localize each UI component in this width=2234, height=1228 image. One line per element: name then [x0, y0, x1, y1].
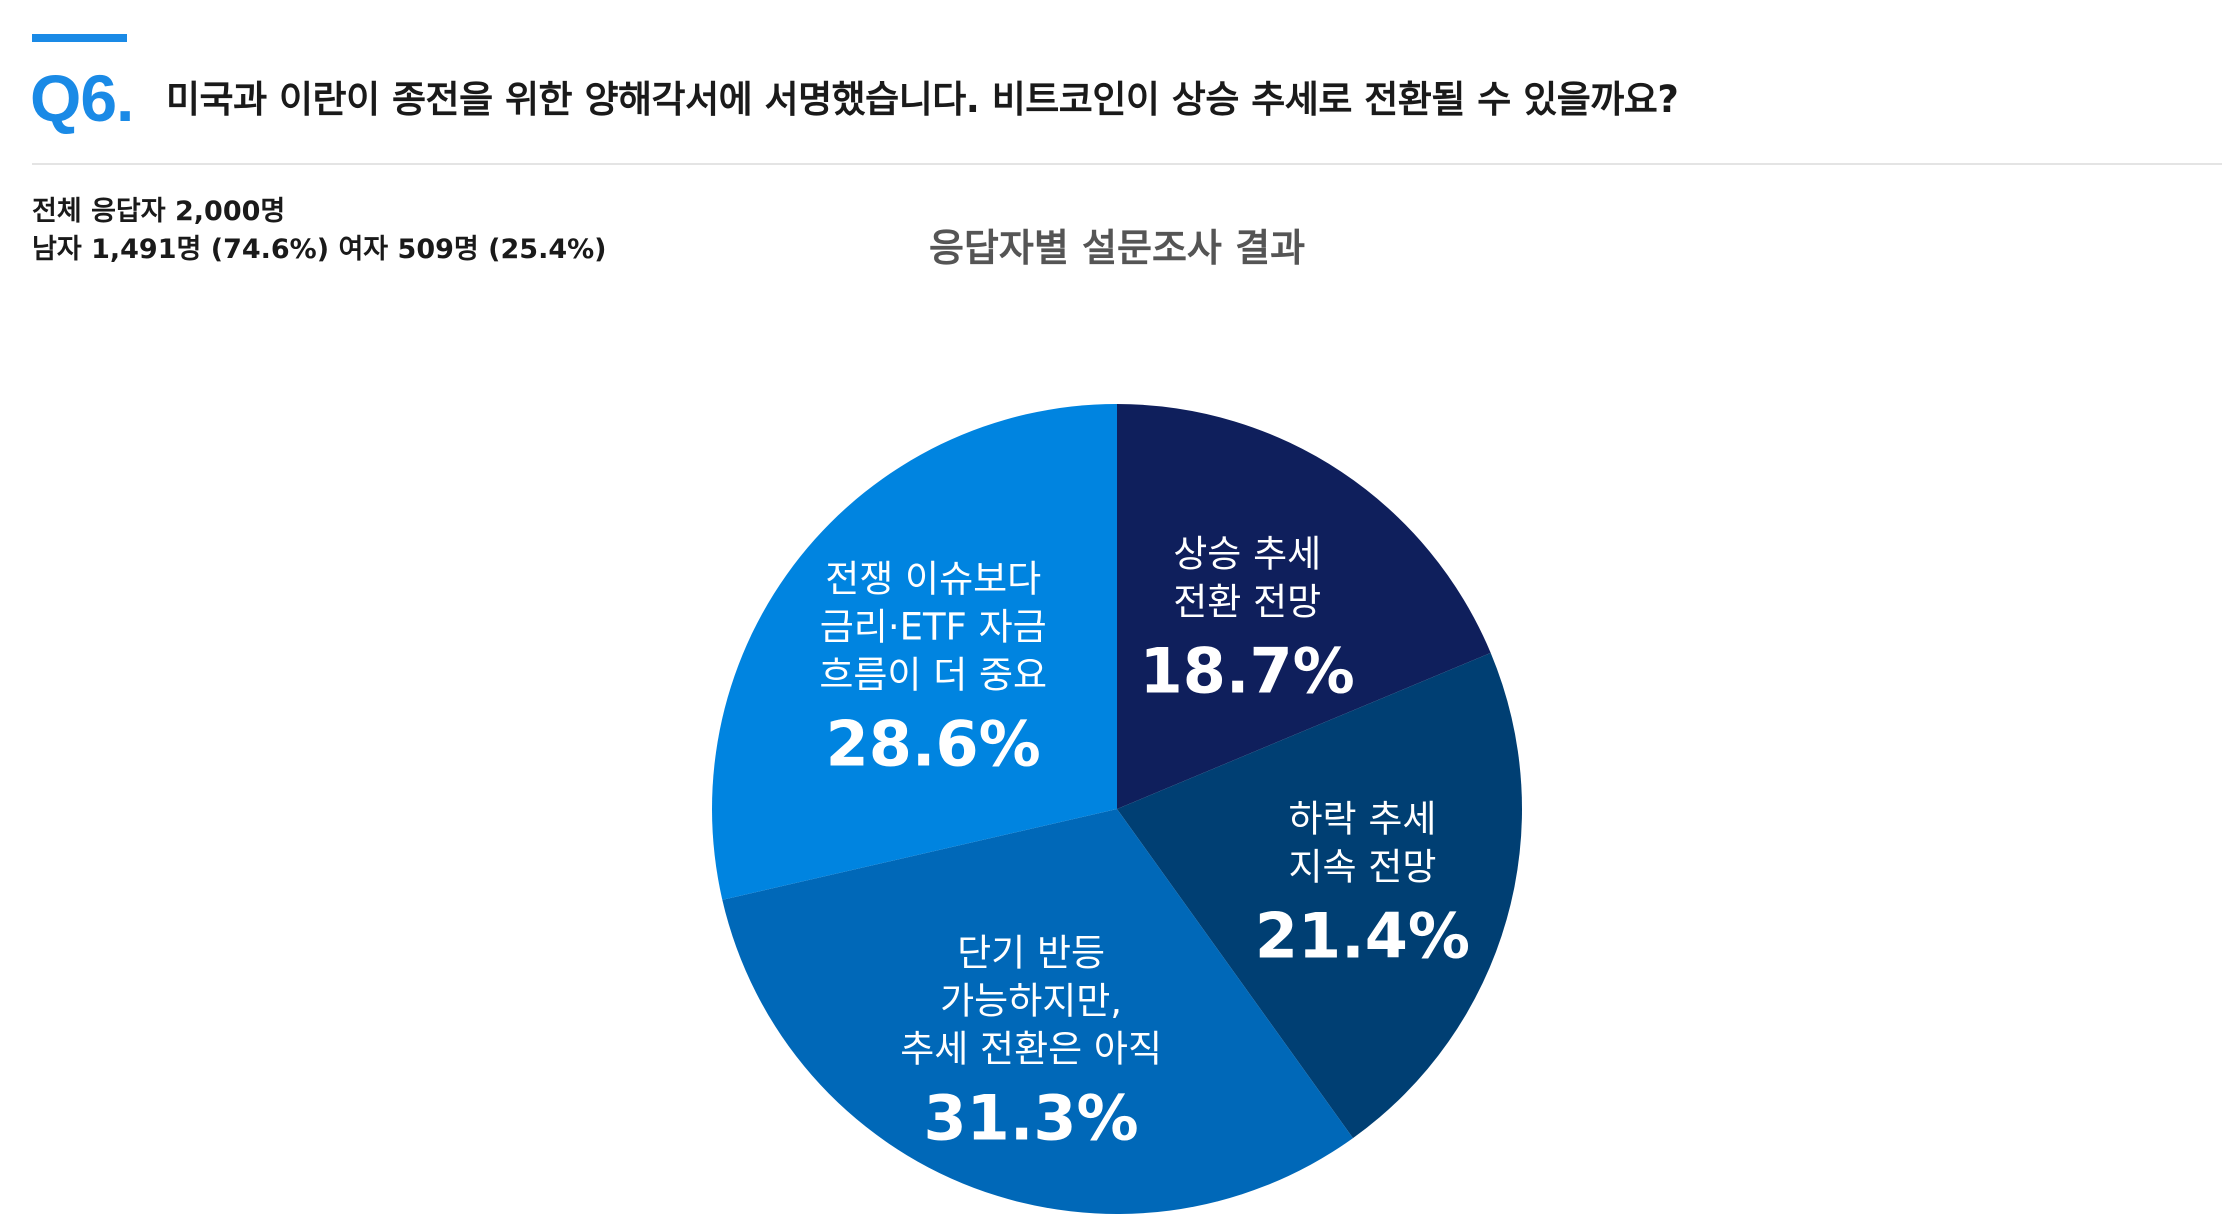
question-number: Q6.	[30, 61, 134, 135]
slice-value-label: 28.6%	[826, 708, 1041, 781]
slice-value-label: 18.7%	[1140, 634, 1355, 707]
slice-label-text: 금리·ETF 자금	[820, 606, 1047, 649]
pie-slice-3	[722, 809, 1353, 1214]
slice-value-label: 21.4%	[1255, 900, 1470, 973]
slice-label-text: 전쟁 이슈보다	[825, 558, 1041, 601]
slice-label-text: 하락 추세	[1289, 798, 1437, 841]
respondent-gender: 남자 1,491명 (74.6%) 여자 509명 (25.4%)	[32, 234, 607, 265]
chart-title: 응답자별 설문조사 결과	[928, 226, 1306, 270]
pie-slice-2	[1117, 652, 1522, 1139]
slice-label-text: 상승 추세	[1173, 532, 1321, 575]
pie-slice-4	[712, 404, 1117, 900]
slice-label-text: 추세 전환은 아직	[900, 1027, 1162, 1070]
pie-slice-1	[1117, 404, 1491, 809]
header-divider	[32, 163, 2222, 165]
respondent-summary: 전체 응답자 2,000명 남자 1,491명 (74.6%) 여자 509명 …	[32, 193, 607, 269]
accent-bar	[32, 34, 127, 42]
slice-label-text: 지속 전망	[1289, 846, 1437, 889]
slice-label-text: 흐름이 더 중요	[819, 654, 1047, 697]
slice-label-text: 전환 전망	[1173, 580, 1321, 623]
slice-label-text: 가능하지만,	[940, 979, 1122, 1022]
slice-label-text: 단기 반등	[957, 931, 1105, 974]
slice-value-label: 31.3%	[924, 1081, 1139, 1154]
respondent-total: 전체 응답자 2,000명	[32, 196, 286, 227]
question-text: 미국과 이란이 종전을 위한 양해각서에 서명했습니다. 비트코인이 상승 추세…	[166, 78, 1679, 121]
